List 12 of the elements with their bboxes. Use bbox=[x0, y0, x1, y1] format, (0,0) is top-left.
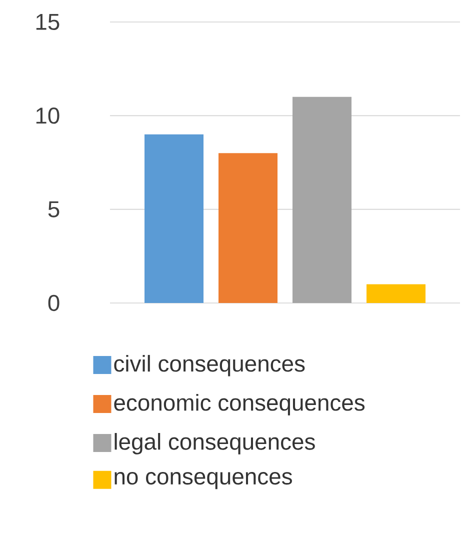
legend-label: economic consequences bbox=[114, 394, 365, 416]
legend-label: civil consequences bbox=[114, 354, 305, 376]
bar bbox=[218, 153, 278, 303]
legend-label: legal consequences bbox=[114, 433, 315, 454]
legend-label: no consequences bbox=[114, 472, 292, 490]
y-tick-label: 5 bbox=[48, 201, 60, 218]
y-tick-label: 0 bbox=[48, 294, 60, 312]
bar bbox=[292, 96, 352, 303]
y-tick-label: 15 bbox=[36, 14, 60, 30]
y-tick-label: 10 bbox=[36, 108, 60, 124]
bar bbox=[144, 134, 204, 303]
bar bbox=[366, 284, 426, 303]
